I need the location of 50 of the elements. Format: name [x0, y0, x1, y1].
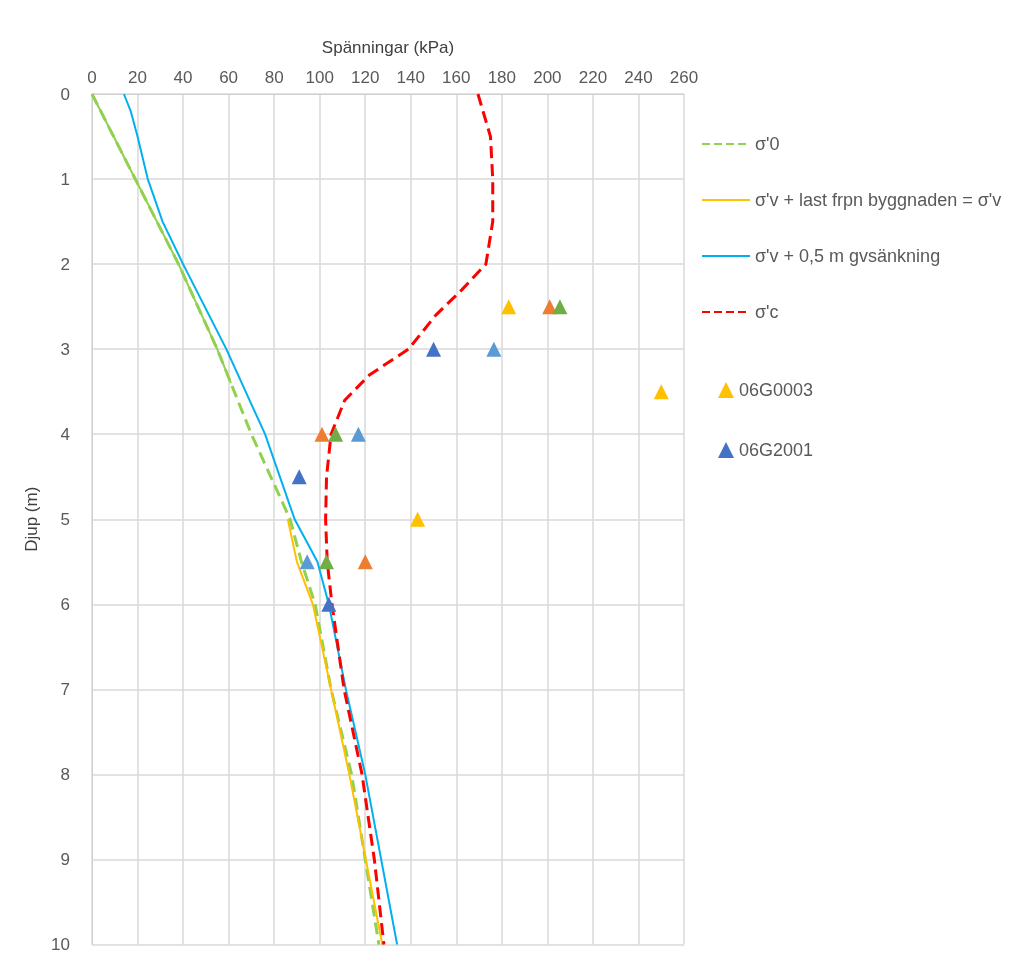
point [291, 469, 307, 485]
point [319, 554, 335, 570]
legend-label: σ'v + 0,5 m gvsänkning [755, 246, 941, 266]
y-tick-label: 8 [60, 764, 70, 784]
x-tick-label: 260 [669, 68, 699, 87]
legend-label: 06G0003 [739, 380, 814, 400]
y-tick-label: 0 [60, 84, 70, 104]
point [321, 596, 337, 612]
point [552, 299, 568, 315]
x-axis-title: Spänningar (kPa) [321, 38, 455, 57]
y-tick-label: 10 [51, 935, 70, 954]
x-tick-label: 240 [624, 68, 653, 87]
point [542, 299, 558, 315]
point [426, 341, 442, 357]
point [328, 426, 344, 442]
x-tick-label: 140 [396, 68, 425, 87]
y-tick-label: 9 [60, 849, 70, 869]
point [299, 554, 315, 570]
line-series [286, 518, 384, 946]
x-tick-label: 220 [578, 68, 608, 87]
y-tick-label: 1 [60, 169, 70, 189]
y-tick-label: 3 [60, 339, 70, 359]
line-series [122, 93, 399, 946]
y-tick-label: 5 [60, 509, 70, 529]
x-tick-label: 120 [351, 68, 380, 87]
point [410, 511, 426, 527]
x-tick-label: 20 [128, 68, 147, 87]
x-tick-label: 80 [264, 68, 284, 87]
point [357, 554, 373, 570]
x-tick-label: 40 [173, 68, 193, 87]
x-tick-label: 100 [305, 68, 334, 87]
legend-label: σ'c [755, 302, 779, 322]
y-tick-label: 4 [60, 424, 70, 444]
point [314, 426, 330, 442]
y-tick-label: 6 [60, 594, 70, 614]
x-tick-label: 60 [219, 68, 239, 87]
x-tick-label: 180 [487, 68, 517, 87]
legend-label: σ'0 [755, 134, 780, 154]
x-tick-label: 160 [442, 68, 471, 87]
legend-label: σ'v + last frpn byggnaden = σ'v [755, 190, 1002, 210]
y-tick-label: 7 [60, 679, 70, 699]
y-tick-label: 2 [60, 254, 70, 274]
point [653, 384, 669, 400]
point [350, 426, 366, 442]
x-tick-label: 200 [533, 68, 562, 87]
legend-label: 06G2001 [739, 440, 814, 460]
y-axis-title: Djup (m) [22, 486, 41, 552]
point [501, 299, 517, 315]
point [486, 341, 502, 357]
x-tick-label: 0 [87, 68, 97, 87]
